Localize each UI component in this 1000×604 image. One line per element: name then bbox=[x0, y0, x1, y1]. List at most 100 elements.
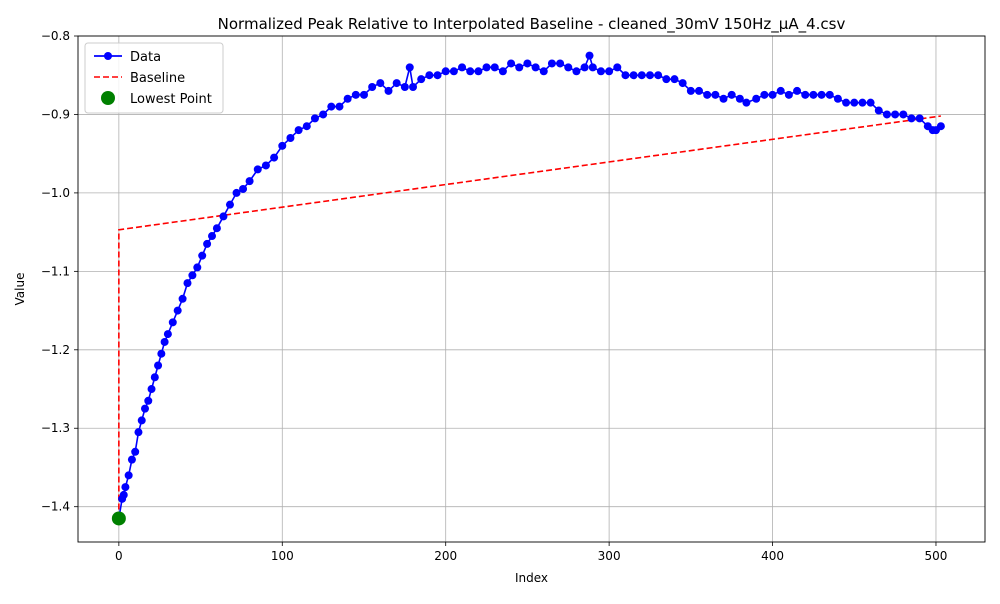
data-point bbox=[711, 90, 720, 99]
y-tick-label: −1.3 bbox=[41, 421, 70, 435]
legend-lowest-label: Lowest Point bbox=[130, 92, 212, 107]
data-point bbox=[833, 94, 842, 103]
data-point bbox=[232, 188, 241, 197]
legend-baseline-label: Baseline bbox=[130, 71, 185, 86]
data-point bbox=[458, 63, 467, 72]
data-point bbox=[882, 110, 891, 119]
data-point bbox=[302, 122, 311, 131]
data-point bbox=[531, 63, 540, 72]
data-point bbox=[907, 114, 916, 123]
data-point bbox=[629, 71, 638, 80]
data-point bbox=[899, 110, 908, 119]
data-point bbox=[858, 98, 867, 107]
data-point bbox=[580, 63, 589, 72]
data-point bbox=[703, 90, 712, 99]
data-point bbox=[219, 212, 228, 221]
lowest-layer bbox=[111, 511, 126, 526]
data-point bbox=[784, 90, 793, 99]
x-tick-label: 200 bbox=[434, 549, 457, 563]
data-point bbox=[286, 133, 295, 142]
data-point bbox=[670, 75, 679, 84]
data-point bbox=[742, 98, 751, 107]
data-point bbox=[310, 114, 319, 123]
y-tick-label: −1.2 bbox=[41, 343, 70, 357]
data-point bbox=[183, 279, 192, 288]
data-point bbox=[359, 90, 368, 99]
legend-data-label: Data bbox=[130, 50, 161, 65]
data-point bbox=[809, 90, 818, 99]
data-point bbox=[335, 102, 344, 111]
legend-box bbox=[84, 42, 224, 114]
data-point bbox=[433, 71, 442, 80]
data-point bbox=[915, 114, 924, 123]
data-point bbox=[188, 271, 197, 280]
data-point bbox=[319, 110, 328, 119]
x-axis-label: Index bbox=[515, 571, 548, 585]
data-point bbox=[768, 90, 777, 99]
data-point bbox=[466, 67, 475, 76]
data-point bbox=[392, 79, 401, 88]
data-point bbox=[850, 98, 859, 107]
lowest-point-marker bbox=[111, 511, 126, 526]
data-layer bbox=[114, 51, 945, 523]
y-tick-label: −1.1 bbox=[41, 264, 70, 278]
data-point bbox=[144, 396, 153, 405]
data-point bbox=[134, 428, 143, 437]
data-point bbox=[376, 79, 385, 88]
y-axis-ticks: −1.4 −1.3 −1.2 −1.1 −1.0 −0.9 −0.8 bbox=[41, 29, 78, 514]
y-tick-label: −0.9 bbox=[41, 107, 70, 121]
data-point bbox=[245, 177, 254, 186]
data-point bbox=[261, 161, 270, 170]
data-point bbox=[400, 82, 409, 91]
data-point bbox=[825, 90, 834, 99]
data-point bbox=[327, 102, 336, 111]
data-point bbox=[613, 63, 622, 72]
data-point bbox=[515, 63, 524, 72]
data-point bbox=[212, 224, 221, 233]
data-point bbox=[127, 455, 136, 464]
data-point bbox=[157, 349, 166, 358]
x-tick-label: 100 bbox=[271, 549, 294, 563]
data-point bbox=[556, 59, 565, 68]
grid-layer bbox=[78, 35, 985, 542]
data-point bbox=[449, 67, 458, 76]
data-point bbox=[150, 373, 159, 382]
chart-title: Normalized Peak Relative to Interpolated… bbox=[218, 15, 846, 34]
data-point bbox=[801, 90, 810, 99]
data-point bbox=[686, 86, 695, 95]
data-point bbox=[163, 330, 172, 339]
data-point bbox=[842, 98, 851, 107]
data-point bbox=[239, 184, 248, 193]
baseline-line bbox=[118, 115, 941, 519]
data-point bbox=[368, 82, 377, 91]
data-point bbox=[193, 263, 202, 272]
data-point bbox=[523, 59, 532, 68]
data-point bbox=[866, 98, 875, 107]
data-point bbox=[727, 90, 736, 99]
data-point bbox=[203, 239, 212, 248]
data-point bbox=[596, 67, 605, 76]
data-point bbox=[154, 361, 163, 370]
data-point bbox=[441, 67, 450, 76]
data-point bbox=[662, 75, 671, 84]
data-point bbox=[225, 200, 234, 209]
data-point bbox=[572, 67, 581, 76]
data-point bbox=[137, 416, 146, 425]
data-point bbox=[294, 126, 303, 135]
data-point bbox=[564, 63, 573, 72]
data-point bbox=[147, 385, 156, 394]
data-point bbox=[160, 337, 169, 346]
x-axis-ticks: 0 100 200 300 400 500 bbox=[115, 542, 947, 563]
baseline-layer bbox=[118, 115, 941, 519]
legend-data-marker bbox=[104, 52, 112, 60]
data-point bbox=[121, 483, 130, 492]
data-point bbox=[539, 67, 548, 76]
data-point bbox=[208, 232, 217, 241]
data-point bbox=[585, 51, 594, 60]
data-point bbox=[417, 75, 426, 84]
data-point bbox=[425, 71, 434, 80]
data-point bbox=[891, 110, 900, 119]
y-tick-label: −0.8 bbox=[41, 29, 70, 43]
data-point bbox=[547, 59, 556, 68]
